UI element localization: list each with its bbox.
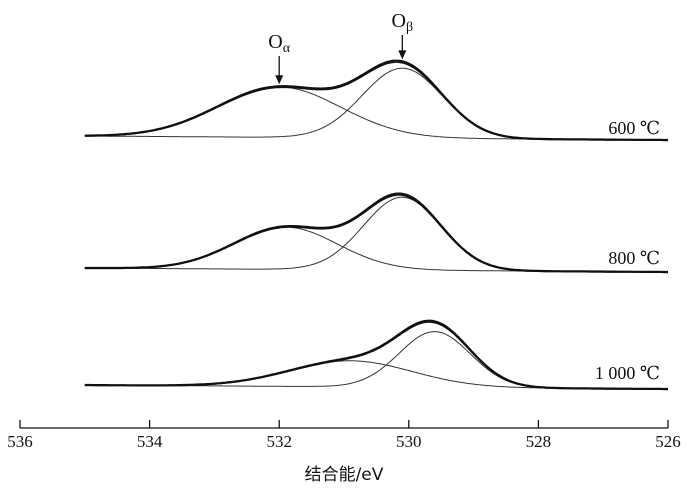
- envelope-curve: [84, 192, 668, 274]
- component-curve-o-beta: [84, 67, 668, 141]
- temp-label-600: 600 ℃: [608, 118, 660, 138]
- raw-data-curve: [84, 194, 668, 274]
- temp-label-800: 800 ℃: [608, 248, 660, 268]
- x-tick-label: 536: [7, 432, 33, 451]
- peak-markers: Oα Oβ: [268, 10, 414, 85]
- spectra-layer: [84, 59, 668, 391]
- peak-arrow-head: [398, 50, 407, 60]
- x-tick-label: 526: [655, 432, 681, 451]
- spectrum-0: [84, 59, 668, 142]
- x-tick-label: 530: [396, 432, 422, 451]
- temp-label-1000: 1 000 ℃: [595, 363, 660, 383]
- raw-data-curve: [84, 61, 668, 142]
- spectrum-1: [84, 192, 668, 274]
- envelope-curve: [84, 59, 668, 142]
- x-axis-label: 结合能/eV: [305, 465, 384, 485]
- component-curve-o-beta: [84, 331, 668, 390]
- raw-data-curve: [84, 321, 668, 391]
- envelope-curve: [84, 319, 668, 391]
- peak-arrow-head: [275, 75, 284, 85]
- peak-label-o-beta: Oβ: [392, 10, 414, 35]
- x-tick-label: 528: [526, 432, 552, 451]
- component-curve-o-alpha: [84, 86, 668, 141]
- x-axis: 536 534 532 530 528 526 结合能/eV: [7, 420, 681, 485]
- spectrum-2: [84, 319, 668, 391]
- temperature-labels: 600 ℃ 800 ℃ 1 000 ℃: [595, 118, 660, 383]
- peak-label-o-alpha: Oα: [268, 31, 290, 56]
- x-tick-label: 532: [266, 432, 292, 451]
- x-tick-label: 534: [137, 432, 163, 451]
- x-ticks: 536 534 532 530 528 526: [7, 420, 681, 451]
